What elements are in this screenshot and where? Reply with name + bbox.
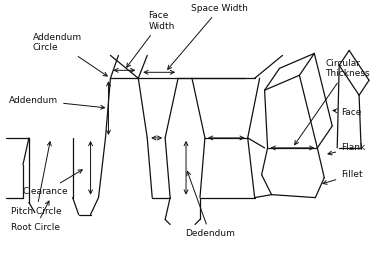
Text: Flank: Flank [328, 144, 366, 155]
Text: Space Width: Space Width [168, 4, 248, 69]
Text: Pitch Circle: Pitch Circle [11, 142, 61, 216]
Text: Fillet: Fillet [323, 170, 363, 184]
Text: Circular
Thickness: Circular Thickness [295, 59, 370, 145]
Text: Root Circle: Root Circle [11, 201, 60, 232]
Text: Clearance: Clearance [23, 170, 82, 196]
Text: Addendum
Circle: Addendum Circle [33, 33, 107, 76]
Text: Dedendum: Dedendum [185, 171, 235, 239]
Text: Face: Face [333, 108, 362, 117]
Text: Addendum: Addendum [9, 96, 104, 109]
Text: Face
Width: Face Width [127, 11, 175, 67]
